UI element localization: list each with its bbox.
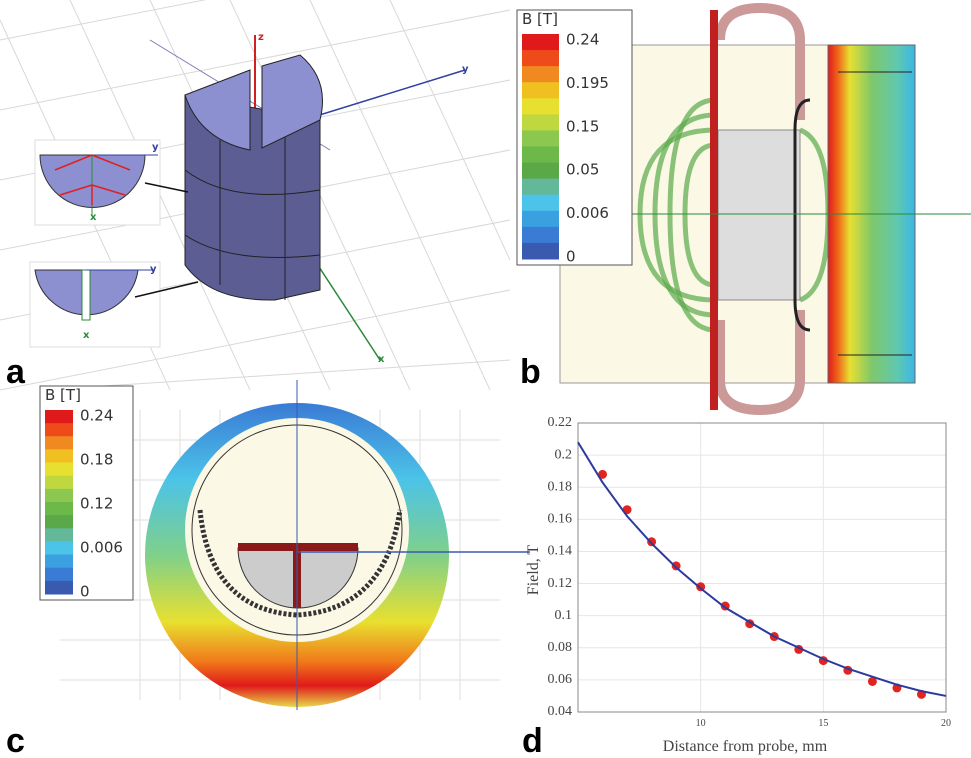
panel-b: B [T] 0.24 0.195 0.15 0.05 0.006 0 b [517,8,971,410]
colorbar-label: 0.195 [566,74,609,92]
colorbar-band [522,66,559,83]
plot-frame [578,423,946,712]
y-tick-label: 0.1 [555,608,573,623]
colorbar-label: 0.15 [566,117,599,135]
colorbar-band [45,528,73,542]
axis-label: x [90,212,97,223]
y-tick-label: 0.22 [548,415,573,430]
y-tick-label: 0.18 [548,479,573,494]
colorbar-label: 0.24 [80,407,113,425]
colorbar-band [45,463,73,477]
panel-a: z y x y x y x a [0,0,510,391]
colorbar-label: 0 [80,583,90,601]
colorbar-band [45,502,73,516]
colorbar-band [522,163,559,180]
axis-label: z [258,32,264,43]
colorbar-band [522,243,559,260]
x-axis-label: Distance from probe, mm [663,738,828,755]
colorbar: B [T] 0.24 0.18 0.12 0.006 0 [40,386,133,601]
colorbar-band [522,130,559,147]
x-tick-label: 20 [941,718,951,729]
colorbar-band [45,476,73,490]
y-tick-label: 0.16 [548,512,573,527]
inset-top: y x [35,140,160,225]
colorbar-label: 0 [566,248,576,266]
axis-label: x [83,330,90,341]
colorbar-label: 0.12 [80,495,113,513]
y-tick-label: 0.2 [555,447,573,462]
colorbar-band [45,515,73,529]
panel-label: d [522,722,543,758]
colorbar-band [522,211,559,228]
colorbar-band [522,179,559,196]
fit-line [578,442,946,696]
conductor [710,10,718,410]
axis-label: y [462,64,469,75]
colorbar-band [522,147,559,164]
colorbar-title: B [T] [522,10,558,28]
panel-label: c [6,722,25,758]
colorbar-title: B [T] [45,386,81,404]
colorbar-label: 0.24 [566,31,599,49]
colorbar-band [522,195,559,212]
colorbar-label: 0.006 [80,539,123,557]
colorbar-band [522,34,559,51]
y-tick-label: 0.14 [548,544,573,559]
panel-label: b [520,353,541,391]
colorbar-label: 0.18 [80,451,113,469]
colorbar-band [45,581,73,595]
colorbar-band [45,541,73,555]
colorbar-band [522,114,559,131]
colorbar-band [45,436,73,450]
inset-bottom: y x [30,262,160,347]
colorbar-band [522,50,559,67]
colorbar-band [45,449,73,463]
x-tick-label: 15 [818,718,828,729]
colorbar-band [45,555,73,569]
colorbar-band [45,410,73,424]
axis-label: y [150,264,157,275]
y-tick-label: 0.08 [548,640,573,655]
y-tick-label: 0.12 [548,576,573,591]
panel-label: a [6,353,26,391]
colorbar-label: 0.006 [566,204,609,222]
axis-label: x [378,354,385,365]
axis-label: y [152,142,159,153]
colorbar-band [522,227,559,244]
colorbar-band [522,98,559,115]
core [718,130,800,300]
y-axis-label: Field, T [525,545,542,596]
panel-d: d Distance from probe, mm Field, T 0.04 0… [522,415,951,758]
colorbar-band [45,568,73,582]
figure: z y x y x y x a [0,0,971,758]
colorbar-label: 0.05 [566,161,599,179]
panel-c: B [T] 0.24 0.18 0.12 0.006 0 c [6,380,530,758]
y-tick-label: 0.06 [548,672,573,687]
colorbar-band [522,82,559,99]
x-tick-label: 10 [696,718,706,729]
colorbar: B [T] 0.24 0.195 0.15 0.05 0.006 0 [517,10,632,266]
colorbar-band [45,489,73,503]
y-tick-label: 0.04 [548,704,573,719]
colorbar-band [45,423,73,437]
